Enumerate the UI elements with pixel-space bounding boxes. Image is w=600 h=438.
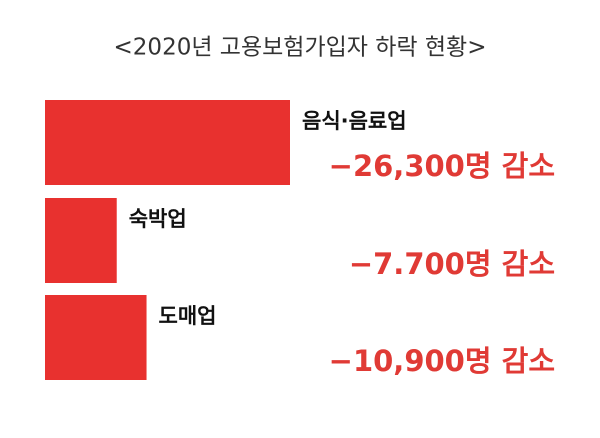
value-label: −26,300명 감소 <box>329 149 555 183</box>
bar <box>45 295 147 380</box>
category-label: 음식·음료업 <box>302 109 407 133</box>
category-label: 도매업 <box>159 304 217 328</box>
category-label: 숙박업 <box>129 207 187 231</box>
bar <box>45 100 290 185</box>
value-label: −10,900명 감소 <box>329 344 555 378</box>
chart-title: <2020년 고용보험가입자 하락 현황> <box>114 35 487 61</box>
bar <box>45 198 117 283</box>
value-label: −7.700명 감소 <box>349 247 555 281</box>
